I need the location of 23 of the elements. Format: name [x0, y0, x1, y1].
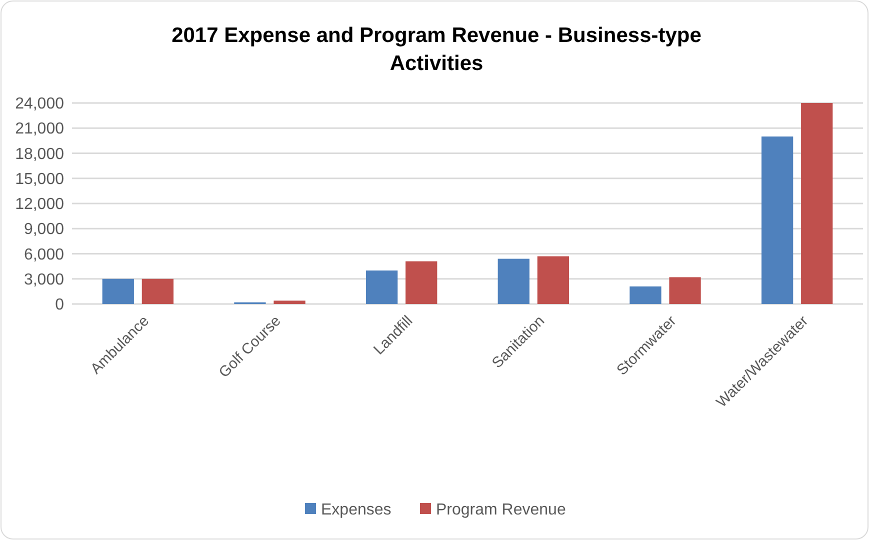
y-tick-label: 6,000: [24, 246, 64, 264]
legend-label: Program Revenue: [436, 502, 566, 519]
chart-title: 2017 Expense and Program Revenue - Business-type Activities: [172, 24, 702, 75]
bar: [102, 278, 134, 304]
y-tick-label: 9,000: [24, 221, 64, 238]
bar: [406, 261, 438, 304]
bar: [366, 270, 398, 304]
legend-label: Expenses: [321, 502, 392, 519]
y-tick-label: 0: [55, 296, 64, 314]
bar: [537, 256, 570, 304]
bar: [801, 103, 833, 304]
bar: [630, 286, 662, 304]
y-tick-label: 18,000: [15, 146, 64, 163]
y-tick-label: 12,000: [15, 196, 64, 214]
bar: [142, 278, 174, 304]
bar: [274, 300, 306, 304]
y-tick-label: 24,000: [15, 96, 64, 113]
bar: [498, 258, 530, 304]
y-tick-label: 3,000: [24, 271, 64, 288]
y-tick-label: 21,000: [15, 120, 64, 138]
bar: [669, 277, 701, 304]
bar: [761, 136, 794, 304]
y-tick-label: 15,000: [15, 170, 64, 188]
